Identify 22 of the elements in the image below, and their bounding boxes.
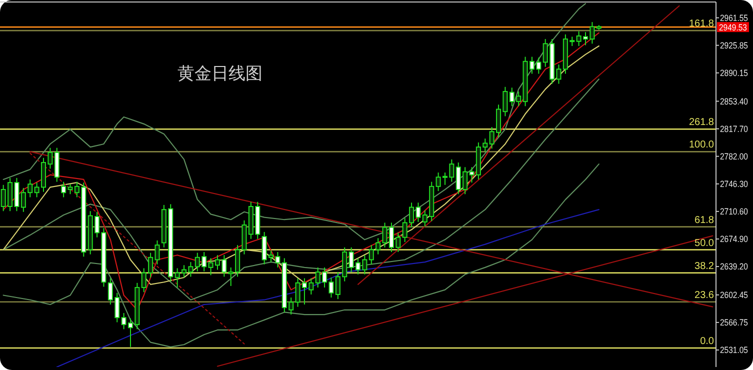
annotation: 38.2 — [694, 260, 714, 272]
y-tick-label: 2925.85 — [720, 40, 753, 51]
y-tick-label: 2817.70 — [720, 124, 753, 134]
y-tick-label: 2639.20 — [720, 262, 753, 272]
annotation: 50.0 — [694, 238, 714, 249]
y-tick-label: 2602.45 — [720, 290, 753, 300]
y-tick-label: 2890.15 — [720, 68, 753, 78]
y-tick-label: 2853.40 — [720, 96, 753, 106]
y-tick-label: 2566.75 — [720, 318, 753, 328]
annotation: 23.6 — [694, 290, 714, 301]
annotation: 61.8 — [694, 214, 714, 226]
annotation: 0.0 — [700, 336, 714, 348]
y-tick-label: 2710.60 — [720, 206, 753, 217]
y-tick-label: 2531.05 — [720, 345, 753, 356]
annotation: 261.8 — [688, 117, 714, 128]
y-tick-label: 2674.90 — [720, 234, 753, 244]
ref-line-label: 2949.53 — [719, 22, 752, 32]
y-tick-label: 2961.55 — [720, 12, 753, 23]
annotation: 100.0 — [688, 140, 714, 151]
y-tick-label: 2782.00 — [720, 152, 753, 162]
y-tick-label: 2746.30 — [720, 179, 753, 190]
text: 黄金日线图 — [178, 64, 262, 84]
